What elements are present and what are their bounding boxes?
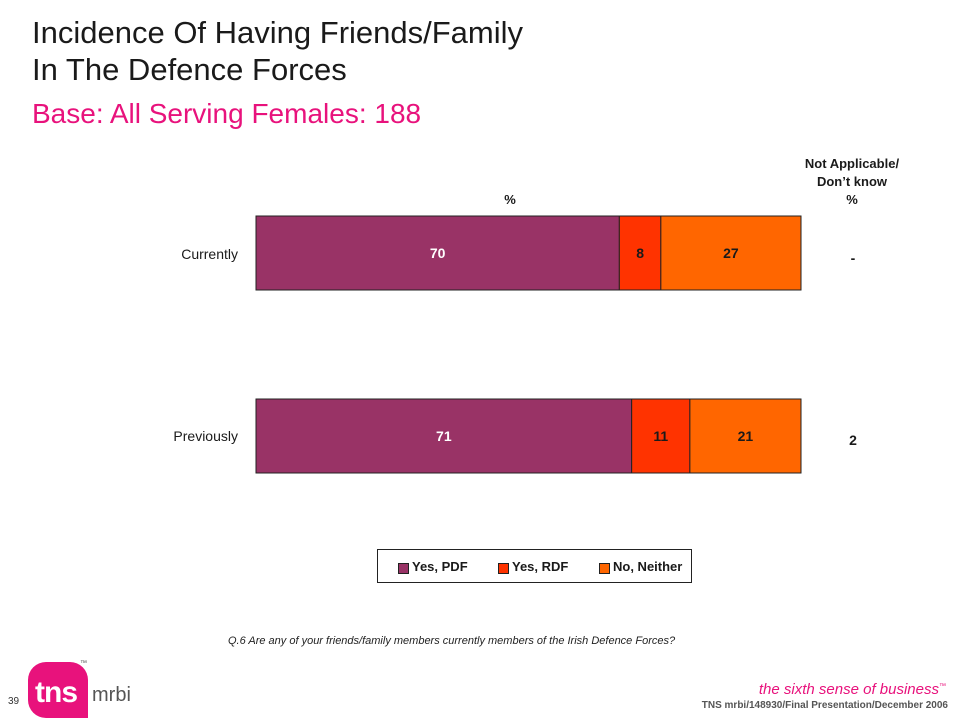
tagline: the sixth sense of business™ bbox=[759, 681, 946, 698]
legend-label-pdf: Yes, PDF bbox=[412, 559, 468, 574]
data-label-currently-series-2: 27 bbox=[723, 245, 739, 261]
legend-swatch-pdf bbox=[398, 563, 409, 574]
tagline-tm: ™ bbox=[939, 683, 946, 690]
bar-currently-series-1 bbox=[618, 215, 662, 291]
na-header-line-2: Don’t know bbox=[816, 174, 888, 189]
na-header-line-1: Not Applicable/ bbox=[804, 156, 900, 171]
tagline-text: the sixth sense of business bbox=[758, 681, 939, 698]
chart-legend: Yes, PDF Yes, RDF No, Neither bbox=[377, 549, 692, 583]
bar-currently-series-2 bbox=[660, 215, 802, 291]
percent-header: % bbox=[504, 192, 516, 207]
row-label-previously: Previously bbox=[173, 428, 238, 444]
legend-label-neither: No, Neither bbox=[613, 559, 683, 574]
mrbi-logo-text: mrbi bbox=[92, 684, 131, 706]
footer-reference: TNS mrbi/148930/Final Presentation/Decem… bbox=[701, 700, 948, 711]
title-line-1: Incidence Of Having Friends/Family bbox=[32, 15, 524, 50]
na-header-line-3: % bbox=[846, 192, 858, 207]
bar-previously-series-2 bbox=[689, 398, 802, 474]
data-label-currently-series-0: 70 bbox=[430, 245, 446, 261]
data-label-previously-series-0: 71 bbox=[436, 428, 452, 444]
page-number: 39 bbox=[8, 696, 20, 707]
survey-question: Q.6 Are any of your friends/family membe… bbox=[228, 635, 676, 647]
na-value-currently: - bbox=[850, 250, 856, 266]
na-value-previously: 2 bbox=[849, 432, 857, 448]
title-line-2: In The Defence Forces bbox=[32, 52, 347, 87]
bar-previously-series-0 bbox=[255, 398, 633, 474]
tns-logo-text: tns bbox=[35, 676, 78, 709]
bar-currently-series-0 bbox=[255, 215, 620, 291]
data-label-previously-series-2: 21 bbox=[738, 428, 754, 444]
legend-swatch-rdf bbox=[498, 563, 509, 574]
data-label-previously-series-1: 11 bbox=[653, 428, 668, 444]
legend-label-rdf: Yes, RDF bbox=[512, 559, 569, 574]
page-subtitle: Base: All Serving Females: 188 bbox=[32, 98, 422, 129]
na-header: Not Applicable/ Don’t know % bbox=[772, 155, 932, 209]
data-label-currently-series-1: 8 bbox=[636, 245, 644, 261]
row-label-currently: Currently bbox=[181, 246, 238, 262]
tns-logo bbox=[28, 662, 88, 718]
legend-swatch-neither bbox=[599, 563, 610, 574]
page-title: Incidence Of Having Friends/Family In Th… bbox=[32, 14, 523, 88]
tns-logo-tm: ™ bbox=[80, 660, 87, 667]
